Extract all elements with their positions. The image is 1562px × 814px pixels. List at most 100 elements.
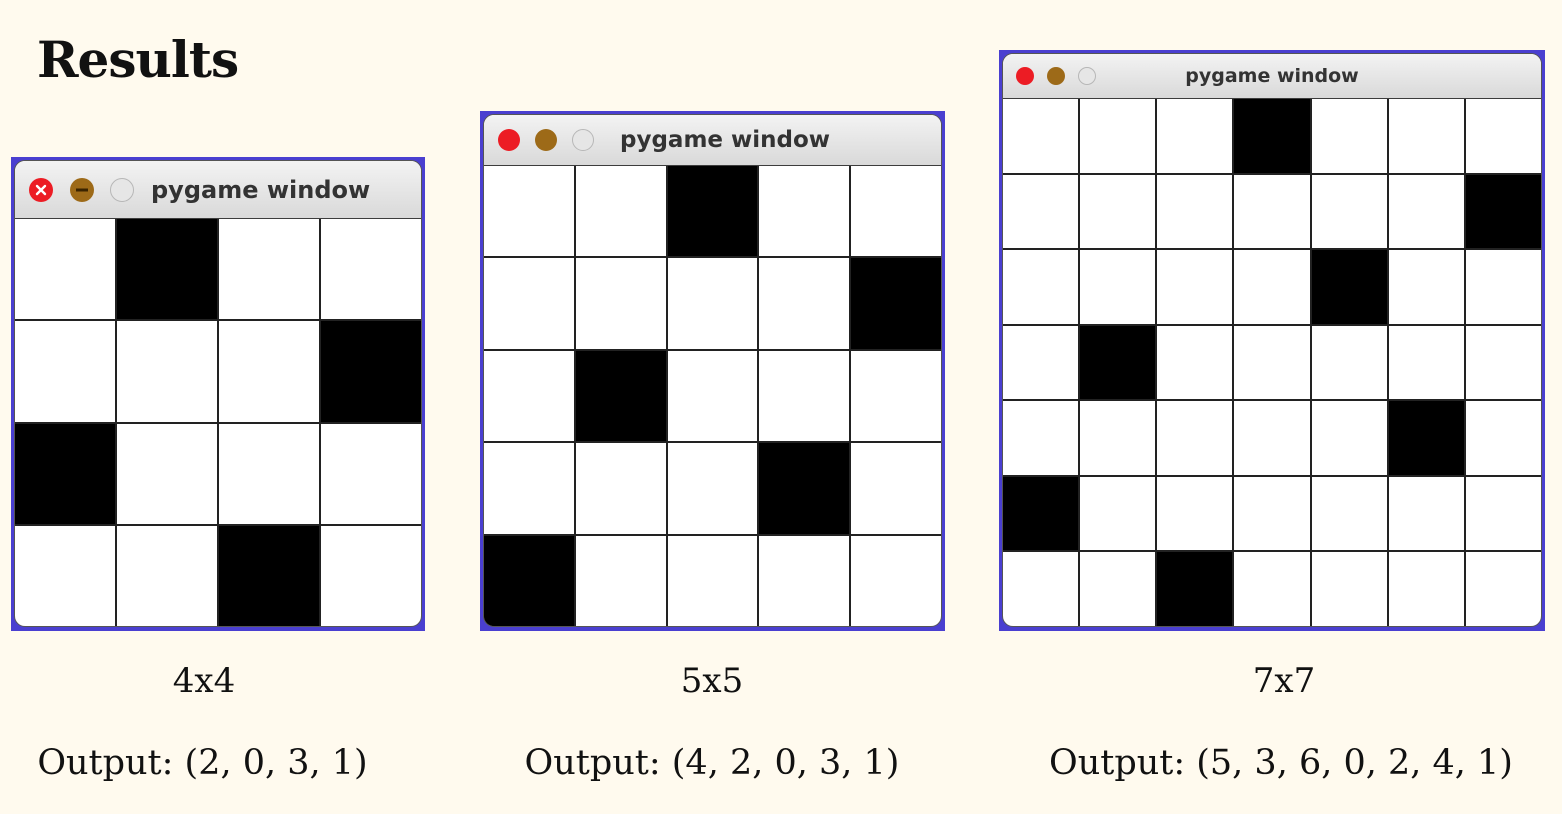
- queen-cell: [575, 350, 666, 442]
- board-cell: [667, 443, 758, 534]
- board-cell: [1311, 174, 1387, 249]
- board-cell: [1003, 174, 1079, 249]
- board-cell: [117, 321, 217, 422]
- board-cell: [1465, 552, 1541, 626]
- minimize-button[interactable]: [535, 129, 557, 151]
- output-7x7: Output: (5, 3, 6, 0, 2, 4, 1): [1049, 743, 1513, 783]
- close-button[interactable]: [498, 129, 520, 151]
- board-cell: [1234, 174, 1310, 249]
- board-cell: [1465, 99, 1541, 173]
- board-cell: [484, 166, 574, 257]
- minimize-button[interactable]: [1047, 67, 1065, 85]
- board-cell: [1234, 250, 1310, 324]
- zoom-button[interactable]: [1078, 67, 1096, 85]
- board-cell: [219, 321, 319, 422]
- board-cell: [851, 443, 941, 534]
- board-cell: [15, 525, 115, 626]
- queen-cell: [851, 258, 941, 349]
- board-cell: [1311, 476, 1387, 551]
- board-cell: [1080, 174, 1156, 249]
- chess-board: [1003, 99, 1541, 626]
- queen-cell: [15, 423, 115, 524]
- board-cell: [1234, 401, 1310, 475]
- board-cell: [1003, 325, 1079, 400]
- board-cell: [667, 258, 758, 349]
- board-cell: [759, 535, 850, 626]
- queen-cell: [1157, 552, 1233, 626]
- queen-cell: [484, 535, 574, 626]
- board-cell: [1157, 174, 1233, 249]
- queen-cell: [219, 525, 319, 626]
- zoom-button[interactable]: [572, 129, 594, 151]
- board-cell: [219, 219, 319, 320]
- board-cell: [1157, 99, 1233, 173]
- size-label-5x5: 5x5: [680, 661, 744, 701]
- board-cell: [1388, 174, 1464, 249]
- board-cell: [1465, 401, 1541, 475]
- window-title: pygame window: [1185, 65, 1359, 87]
- chess-board: [15, 219, 421, 626]
- board-cell: [575, 535, 666, 626]
- board-cell: [575, 166, 666, 257]
- queen-cell: [1234, 99, 1310, 173]
- size-label-4x4: 4x4: [172, 661, 236, 701]
- board-cell: [1388, 325, 1464, 400]
- board-cell: [759, 258, 850, 349]
- queen-cell: [667, 166, 758, 257]
- board-cell: [1388, 476, 1464, 551]
- board-cell: [321, 423, 421, 524]
- close-button[interactable]: [29, 177, 53, 202]
- board-cell: [667, 535, 758, 626]
- board-cell: [117, 525, 217, 626]
- board-cell: [484, 258, 574, 349]
- board-cell: [484, 443, 574, 534]
- queen-cell: [321, 321, 421, 422]
- board-cell: [1080, 401, 1156, 475]
- board-cell: [1003, 552, 1079, 626]
- output-4x4: Output: (2, 0, 3, 1): [37, 743, 368, 783]
- board-cell: [15, 219, 115, 320]
- window-titlebar[interactable]: pygame window: [484, 115, 941, 166]
- minimize-button[interactable]: [70, 177, 94, 202]
- size-label-7x7: 7x7: [1252, 661, 1316, 701]
- board-cell: [1311, 552, 1387, 626]
- board-cell: [759, 350, 850, 442]
- window-title: pygame window: [151, 175, 371, 204]
- board-cell: [1157, 250, 1233, 324]
- board-cell: [321, 219, 421, 320]
- board-cell: [1003, 401, 1079, 475]
- queen-cell: [1003, 476, 1079, 551]
- board-cell: [484, 350, 574, 442]
- board-cell: [1003, 250, 1079, 324]
- queen-cell: [759, 443, 850, 534]
- board-cell: [1080, 250, 1156, 324]
- board-cell: [1234, 476, 1310, 551]
- board-cell: [575, 258, 666, 349]
- board-cell: [1465, 325, 1541, 400]
- board-cell: [219, 423, 319, 524]
- close-button[interactable]: [1016, 67, 1034, 85]
- board-cell: [1311, 99, 1387, 173]
- window-titlebar[interactable]: pygame window: [15, 161, 421, 219]
- board-cell: [1157, 325, 1233, 400]
- chess-board: [484, 166, 941, 626]
- board-cell: [1465, 476, 1541, 551]
- board-cell: [321, 525, 421, 626]
- board-cell: [117, 423, 217, 524]
- board-cell: [1003, 99, 1079, 173]
- board-cell: [1080, 476, 1156, 551]
- board-cell: [851, 166, 941, 257]
- board-cell: [851, 350, 941, 442]
- pygame-window-4x4: pygame window: [11, 157, 425, 631]
- board-cell: [1388, 552, 1464, 626]
- queen-cell: [1465, 174, 1541, 249]
- board-cell: [1234, 552, 1310, 626]
- queen-cell: [1311, 250, 1387, 324]
- board-cell: [1388, 250, 1464, 324]
- board-cell: [1388, 99, 1464, 173]
- pygame-window-5x5: pygame window: [480, 111, 945, 631]
- window-titlebar[interactable]: pygame window: [1003, 54, 1541, 99]
- zoom-button[interactable]: [110, 177, 134, 202]
- board-cell: [1311, 325, 1387, 400]
- board-cell: [667, 350, 758, 442]
